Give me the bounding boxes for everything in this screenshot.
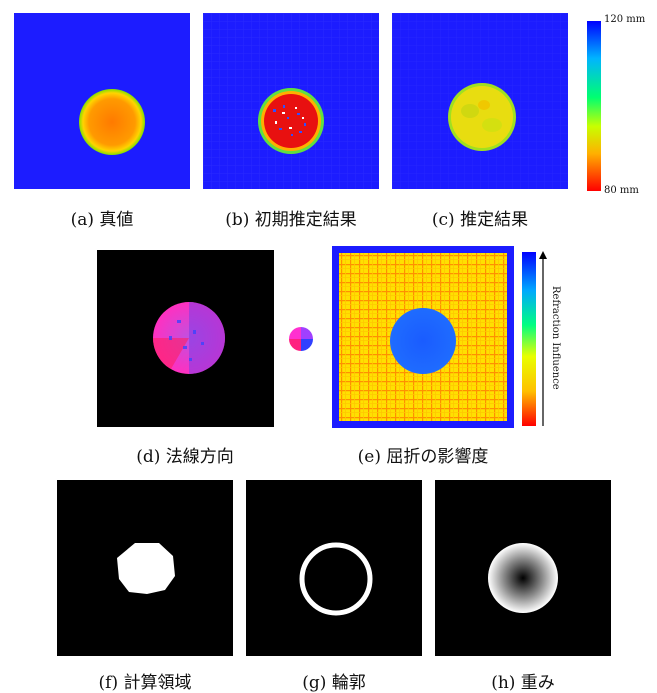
caption-f: (f) 計算領域 (98, 673, 192, 693)
depth-colorbar-bottom-label: 80 mm (604, 185, 639, 196)
refraction-colorbar-label: Refraction Influence (550, 286, 561, 390)
caption-a: (a) 真値 (70, 210, 134, 230)
panel-a-ground-truth (14, 13, 190, 189)
caption-e: (e) 屈折の影響度 (357, 447, 489, 467)
panel-d-normal-direction (97, 250, 274, 427)
normal-direction-legend-disc (288, 326, 314, 352)
panel-g-contour (246, 480, 422, 656)
depth-colorbar (587, 21, 601, 191)
panel-f-computation-region (57, 480, 233, 656)
caption-b: (b) 初期推定結果 (225, 210, 357, 230)
depth-colorbar-top-label: 120 mm (604, 14, 646, 25)
refraction-colorbar (522, 252, 536, 426)
caption-g: (g) 輪郭 (302, 673, 366, 693)
caption-d: (d) 法線方向 (136, 447, 234, 467)
panel-h-weight (435, 480, 611, 656)
refraction-arrow (538, 250, 548, 428)
panel-e-refraction-influence (332, 246, 514, 428)
panel-b-initial-estimate (203, 13, 379, 189)
caption-h: (h) 重み (491, 673, 555, 693)
caption-c: (c) 推定結果 (431, 210, 529, 230)
panel-c-final-estimate (392, 13, 568, 189)
